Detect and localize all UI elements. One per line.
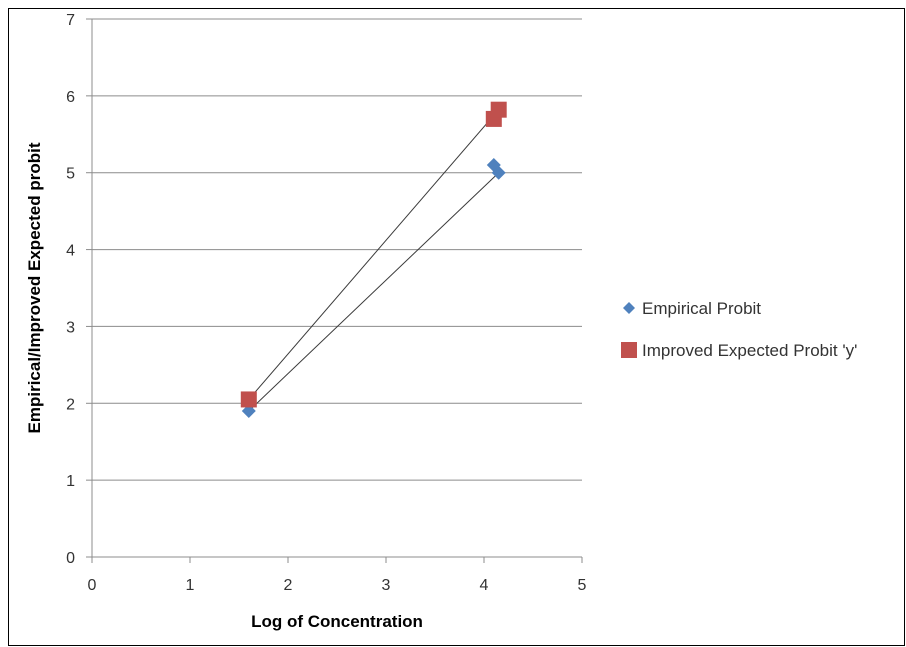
x-tick-labels: 0 1 2 3 4 5 — [88, 577, 587, 594]
legend-square-icon — [621, 342, 637, 358]
x-axis-title: Log of Concentration — [251, 612, 423, 631]
y-tick-label: 1 — [66, 473, 75, 490]
x-tick-label: 5 — [578, 577, 587, 594]
empirical-probit-point — [491, 165, 506, 180]
gridlines — [92, 18, 582, 481]
chart-frame — [8, 8, 905, 646]
legend: Empirical Probit Improved Expected Probit… — [621, 299, 857, 360]
y-tick-label: 3 — [66, 319, 75, 336]
y-tick-label: 2 — [66, 396, 75, 413]
legend-diamond-icon — [623, 302, 635, 314]
y-tick-label: 5 — [66, 166, 75, 183]
data-points — [240, 101, 507, 418]
x-tick-label: 1 — [186, 577, 195, 594]
y-tick-label: 4 — [66, 243, 75, 260]
y-tick-label: 0 — [66, 550, 75, 567]
improved-probit-point — [240, 391, 257, 408]
y-axis-title: Empirical/Improved Expected probit — [25, 142, 44, 433]
legend-label: Improved Expected Probit 'y' — [642, 341, 857, 360]
empirical-probit-point — [241, 403, 256, 418]
trendlines — [248, 109, 500, 412]
x-tick-label: 3 — [382, 577, 391, 594]
y-tick-label: 6 — [66, 89, 75, 106]
x-tick-label: 2 — [284, 577, 293, 594]
y-tick-labels: 0 1 2 3 4 5 6 7 — [66, 12, 75, 567]
legend-label: Empirical Probit — [642, 299, 761, 318]
trendline — [248, 172, 500, 412]
x-tick-label: 4 — [480, 577, 489, 594]
x-tick-label: 0 — [88, 577, 97, 594]
axes — [86, 18, 583, 563]
improved-probit-point — [490, 101, 507, 118]
y-tick-label: 7 — [66, 12, 75, 29]
trendline — [248, 109, 500, 400]
